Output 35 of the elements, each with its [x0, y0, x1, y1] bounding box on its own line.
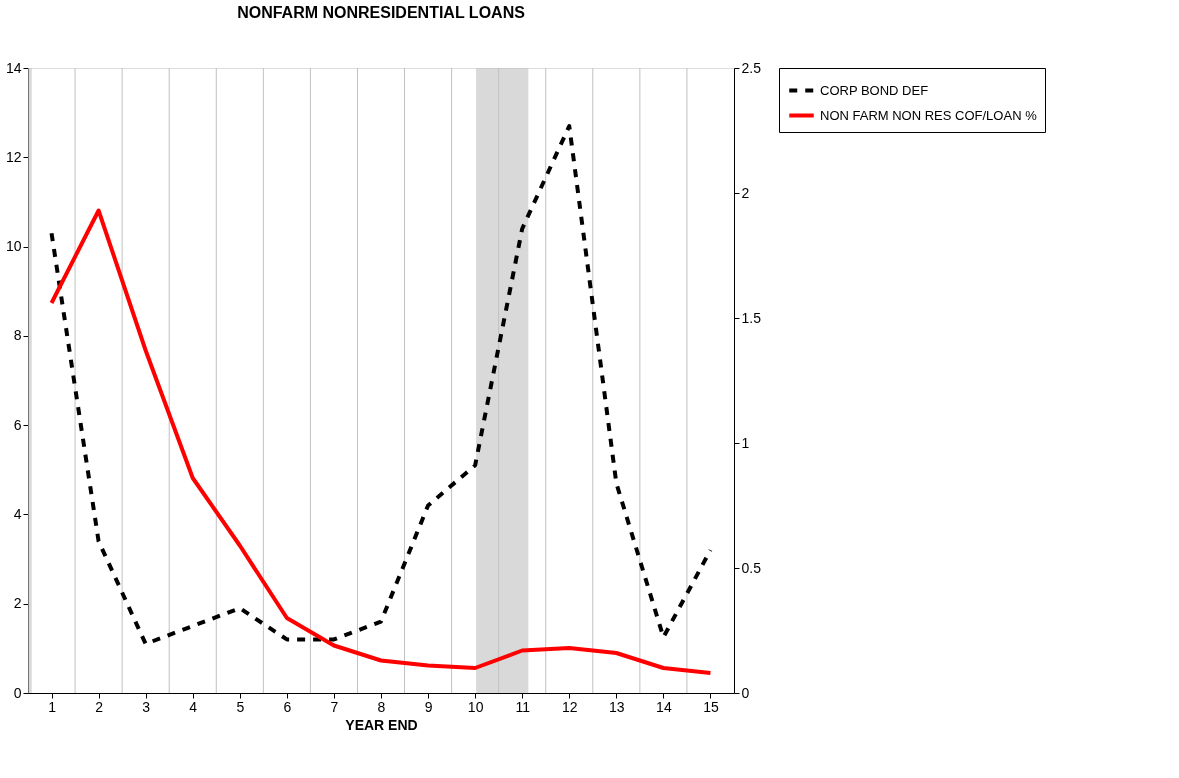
y-tick-label: 4	[13, 505, 22, 522]
x-axis-title: YEAR END	[345, 716, 418, 733]
x-tick-label: 3	[142, 698, 151, 715]
x-tick-label: 9	[424, 698, 433, 715]
x-tick-label: 15	[703, 698, 719, 715]
legend-label: CORP BOND DEF	[820, 82, 929, 98]
y2-tick-label: 1.5	[741, 309, 762, 326]
y-tick-label: 12	[5, 148, 22, 165]
x-tick-label: 13	[609, 698, 625, 715]
y-tick-label: 14	[5, 59, 22, 76]
y-tick-label: 8	[13, 327, 22, 344]
y-tick-label: 10	[5, 238, 22, 255]
y-tick-label: 2	[13, 595, 22, 612]
x-tick-label: 1	[48, 698, 57, 715]
line-series	[49, 208, 713, 675]
y2-tick-label: 2	[741, 184, 750, 201]
y2-tick-label: 2.5	[741, 59, 762, 76]
y2-tick-label: 0.5	[741, 559, 762, 576]
x-tick-label: 7	[330, 698, 339, 715]
x-tick-label: 10	[467, 698, 484, 715]
y2-tick-label: 0	[741, 684, 750, 701]
x-tick-label: 11	[515, 698, 531, 715]
x-tick-label: 4	[189, 698, 198, 715]
x-tick-label: 2	[95, 698, 104, 715]
y2-tick-label: 1	[741, 434, 750, 451]
y-tick-label: 6	[13, 416, 22, 433]
chart-title: NONFARM NONRESIDENTIAL LOANS	[237, 4, 526, 21]
x-tick-label: 5	[236, 698, 245, 715]
y-tick-label: 0	[13, 684, 22, 701]
x-tick-label: 6	[283, 698, 292, 715]
legend-label: NON FARM NON RES COF/LOAN %	[820, 107, 1038, 123]
line-series	[49, 124, 713, 646]
x-tick-label: 14	[656, 698, 672, 715]
x-tick-label: 12	[561, 698, 578, 715]
x-tick-label: 8	[377, 698, 386, 715]
